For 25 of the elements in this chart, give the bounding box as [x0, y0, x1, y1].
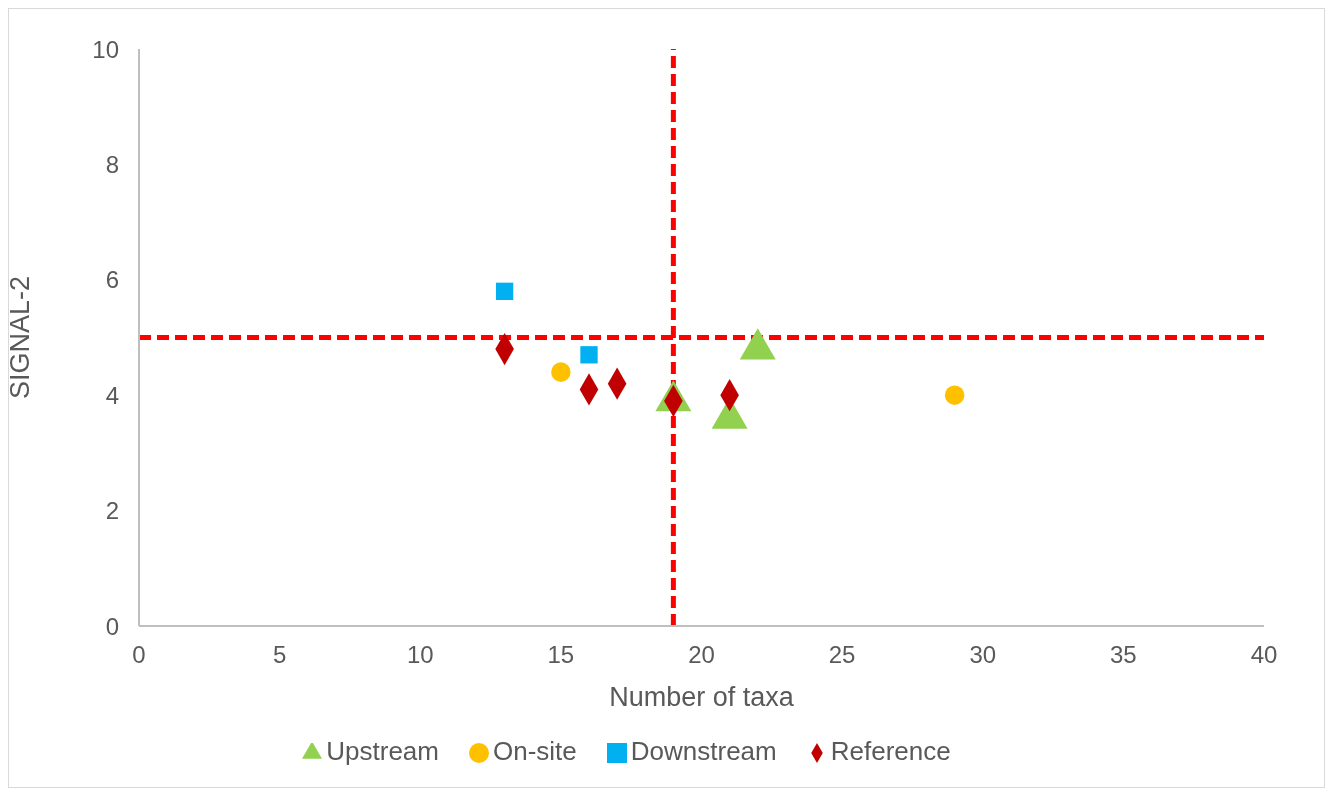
x-tick-label: 0: [132, 641, 146, 669]
y-axis-title: SIGNAL-2: [4, 275, 35, 400]
legend-label: Downstream: [630, 736, 777, 766]
x-tick-label: 15: [547, 641, 575, 669]
y-tick-label: 8: [105, 150, 119, 178]
x-tick-label: 5: [272, 641, 287, 669]
x-tick-label: 35: [1110, 641, 1137, 669]
point: [495, 282, 514, 300]
legend-label: Upstream: [326, 736, 439, 766]
x-tick-label: 10: [406, 641, 434, 669]
legend-label: On-site: [492, 736, 577, 766]
y-tick-label: 0: [105, 612, 119, 640]
x-tick-label: 40: [1250, 641, 1278, 669]
point: [551, 362, 571, 382]
x-tick-label: 30: [969, 641, 997, 669]
y-tick-label: 4: [105, 381, 119, 409]
x-tick-label: 25: [828, 641, 856, 669]
point: [944, 385, 965, 405]
y-tick-label: 6: [105, 266, 119, 294]
point: [580, 346, 598, 364]
legend-label: Reference: [830, 736, 951, 766]
x-tick-label: 20: [688, 641, 715, 669]
y-tick-label: 2: [105, 497, 119, 525]
x-axis-title: Number of taxa: [609, 682, 795, 712]
y-tick-label: 10: [92, 35, 119, 63]
